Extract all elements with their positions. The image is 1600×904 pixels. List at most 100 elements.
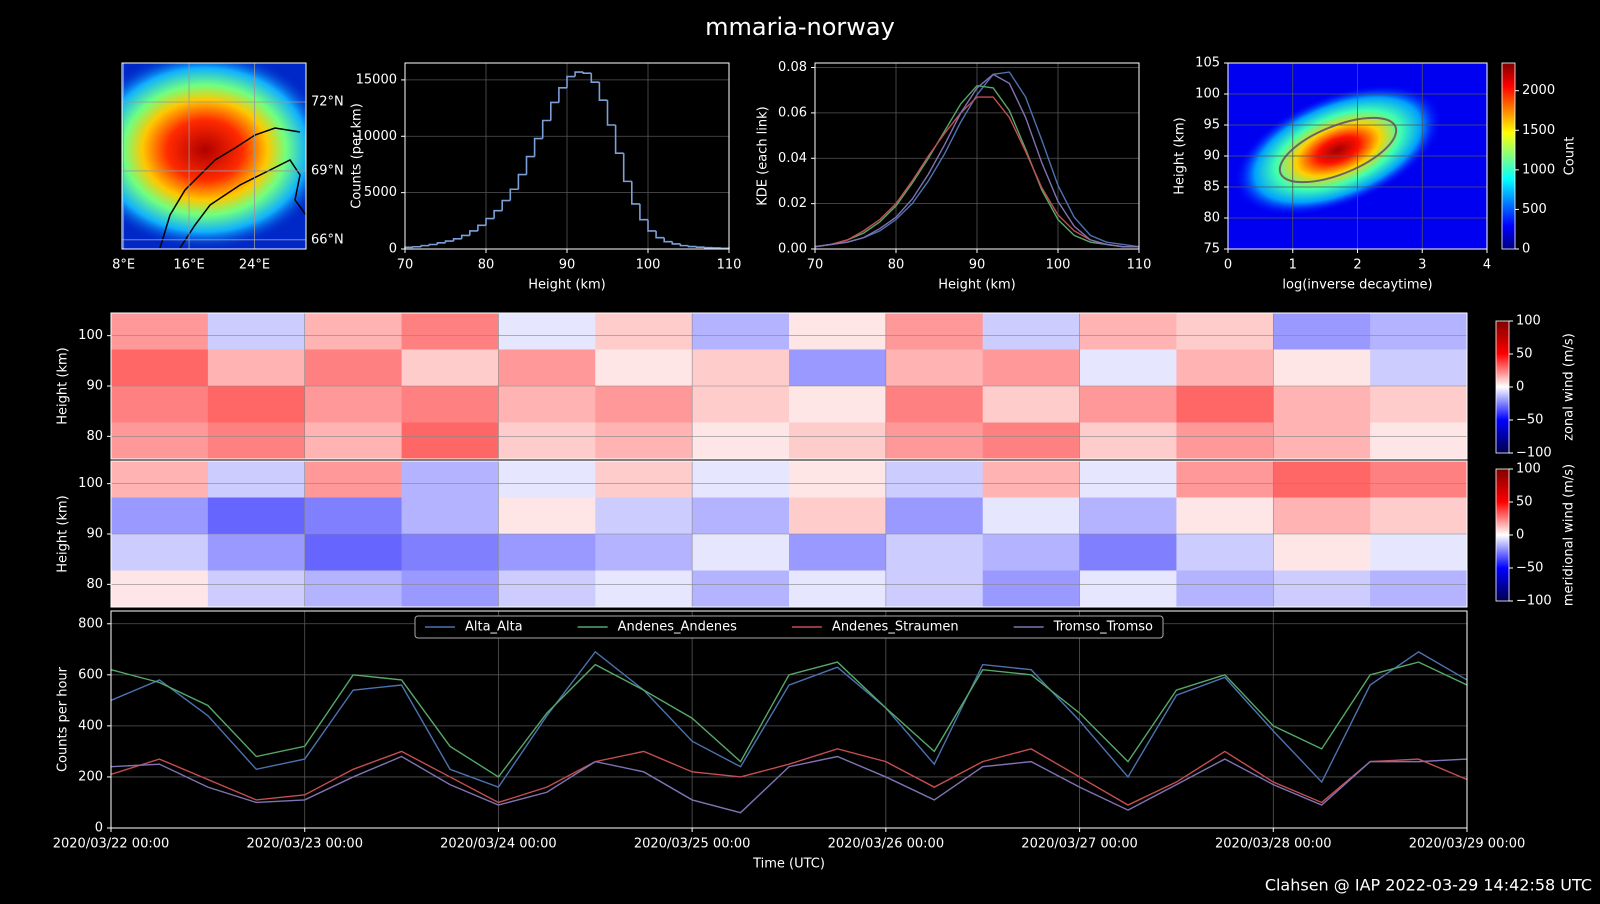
heatmap-cell (692, 386, 789, 423)
y-tick-label: 200 (78, 769, 103, 784)
histogram-step (486, 219, 494, 226)
x-tick-label: 2020/03/23 00:00 (246, 837, 363, 852)
heatmap-cell (111, 571, 208, 608)
heatmap-cell (498, 386, 595, 423)
histogram-step (446, 241, 454, 243)
heatmap-cell (886, 313, 983, 350)
heatmap-cell (595, 498, 692, 535)
heatmap-cell (1273, 498, 1370, 535)
y-tick-label: 80 (86, 577, 103, 592)
legend-box (415, 616, 1163, 638)
histogram-step (470, 231, 478, 236)
x-tick-label: 2020/03/25 00:00 (634, 837, 751, 852)
heatmap-cell (886, 571, 983, 608)
heatmap-cell (111, 534, 208, 571)
heatmap-cell (595, 386, 692, 423)
heatmap-cell (886, 350, 983, 387)
heatmap-cell (1176, 461, 1273, 498)
x-tick-label: 100 (636, 258, 661, 273)
heatmap-cell (498, 313, 595, 350)
y-tick-label: 69°N (311, 163, 344, 178)
heatmap-cell (1273, 423, 1370, 460)
heatmap-cell (1370, 313, 1467, 350)
heatmap-cell (111, 313, 208, 350)
heatmap-cell (1273, 534, 1370, 571)
heatmap-cell (789, 534, 886, 571)
y-tick-label: 0.02 (778, 196, 807, 211)
heatmap-cell (1273, 461, 1370, 498)
heatmap-cell (305, 386, 402, 423)
x-tick-label: 100 (1046, 258, 1071, 273)
histogram-step (640, 204, 648, 220)
heatmap-cell (1080, 313, 1177, 350)
colorbar-tick-label: 100 (1516, 314, 1541, 329)
histogram-step (608, 100, 616, 125)
legend-label: Tromso_Tromso (1053, 620, 1153, 635)
heatmap-cell (1080, 350, 1177, 387)
histogram-step (559, 88, 567, 103)
series-line (111, 757, 1467, 813)
heatmap-cell (595, 350, 692, 387)
heatmap-cell (595, 534, 692, 571)
colorbar (1502, 63, 1515, 249)
histogram-step (413, 247, 421, 248)
colorbar-tick-label: 50 (1516, 495, 1533, 510)
heatmap-cell (305, 313, 402, 350)
colorbar (1496, 321, 1509, 453)
histogram-step (421, 246, 429, 247)
histogram-step (672, 242, 680, 244)
footer: Clahsen @ IAP 2022-03-29 14:42:58 UTC (1265, 876, 1592, 895)
x-tick-label: 80 (888, 258, 905, 273)
hist2d-content (1215, 58, 1487, 249)
heatmap-cell (1176, 313, 1273, 350)
heatmap-cell (1273, 313, 1370, 350)
y-tick-label: 400 (78, 718, 103, 733)
histogram-step (462, 235, 470, 238)
y-tick-label: 0.00 (778, 242, 807, 257)
x-axis-label: Height (km) (938, 278, 1015, 293)
heatmap-cell (886, 386, 983, 423)
colorbar-tick-label: 2000 (1522, 83, 1555, 98)
x-tick-label: 110 (1127, 258, 1152, 273)
heatmap-cell (111, 350, 208, 387)
histogram-step (583, 72, 591, 73)
heatmap-cell (208, 461, 305, 498)
histogram-step (502, 201, 510, 211)
heatmap-cell (1370, 386, 1467, 423)
colorbar-label: meridional wind (m/s) (1562, 464, 1577, 606)
heatmap-cell (305, 571, 402, 608)
colorbar-tick-label: 0 (1516, 528, 1524, 543)
heatmap-cell (983, 498, 1080, 535)
heatmap-cell (208, 423, 305, 460)
x-tick-label: 110 (717, 258, 742, 273)
heatmap-cell (208, 386, 305, 423)
heatmap-cell (111, 498, 208, 535)
heatmap-cell (789, 313, 886, 350)
heatmap-cell (305, 423, 402, 460)
y-tick-label: 90 (86, 527, 103, 542)
histogram-step (567, 77, 575, 88)
y-tick-label: 105 (1195, 56, 1220, 71)
heatmap-cell (789, 498, 886, 535)
colorbar-tick-label: 50 (1516, 347, 1533, 362)
colorbar-tick-label: −100 (1516, 446, 1552, 461)
legend-label: Alta_Alta (465, 620, 523, 635)
heatmap-cell (305, 350, 402, 387)
legend-label: Andenes_Andenes (618, 620, 738, 635)
colorbar-tick-label: 1000 (1522, 162, 1555, 177)
heatmap-cell (789, 350, 886, 387)
heatmap-cell (1080, 571, 1177, 608)
heatmap-cell (886, 461, 983, 498)
heatmap-cell (1176, 386, 1273, 423)
heatmap-cell (208, 498, 305, 535)
histogram-step (575, 72, 583, 77)
colorbar-tick-label: 1500 (1522, 123, 1555, 138)
heatmap-cell (692, 313, 789, 350)
heatmap-cell (1273, 350, 1370, 387)
x-tick-label: 2020/03/26 00:00 (828, 837, 945, 852)
y-tick-label: 100 (78, 476, 103, 491)
y-tick-label: 100 (1195, 87, 1220, 102)
y-tick-label: 80 (1203, 211, 1220, 226)
heatmap-cell (983, 313, 1080, 350)
